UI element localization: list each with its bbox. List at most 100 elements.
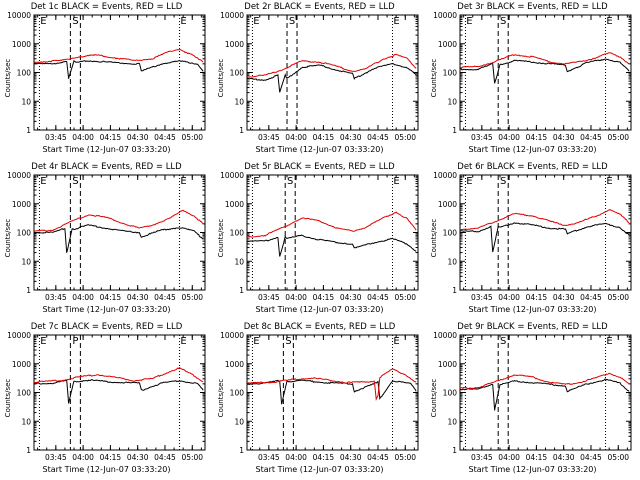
y-tick-label: 1 <box>452 126 457 135</box>
panel-title: Det 3r BLACK = Events, RED = LLD <box>457 2 608 12</box>
x-tick-label: 04:15 <box>100 453 122 462</box>
y-tick-label: 1000 <box>12 40 31 49</box>
x-tick-label: 04:30 <box>340 293 362 302</box>
y-tick-label: 10 <box>234 257 244 266</box>
x-tick-label: 04:30 <box>340 133 362 142</box>
panel-title: Det 2r BLACK = Events, RED = LLD <box>244 2 395 12</box>
panel-plot: 1 10 100 1000 10000 03:45 04:00 04:15 04:30 04:45… <box>433 11 632 142</box>
marker-label: E <box>253 176 259 187</box>
x-tick-label: 04:30 <box>553 293 575 302</box>
marker-label: E <box>40 336 46 347</box>
marker-label: E <box>606 336 612 347</box>
lld-series-line <box>459 52 630 69</box>
x-tick-label: 04:00 <box>285 133 307 142</box>
marker-label: E <box>253 16 259 27</box>
panel-title: Det 9r BLACK = Events, RED = LLD <box>457 322 608 332</box>
y-tick-label: 1 <box>26 286 31 295</box>
x-tick-label: 03:45 <box>45 293 67 302</box>
marker-label: S <box>285 336 291 347</box>
y-tick-label: 10000 <box>220 331 244 340</box>
x-tick-label: 04:45 <box>580 293 602 302</box>
y-tick-label: 1000 <box>225 200 244 209</box>
y-tick-label: 100 <box>230 69 245 78</box>
x-tick-label: 05:00 <box>607 293 629 302</box>
x-axis-label: Start Time (12-Jun-07 03:33:20) <box>42 305 171 314</box>
detector-panel: 1 10 100 1000 10000 03:45 04:00 04:15 04:30 04:45… <box>426 320 639 480</box>
x-tick-label: 04:45 <box>154 453 176 462</box>
x-tick-label: 04:00 <box>72 293 94 302</box>
events-series-line <box>246 234 417 257</box>
lld-series-line <box>34 366 204 384</box>
marker-label: S <box>289 16 295 27</box>
marker-label: E <box>606 176 612 187</box>
y-tick-label: 10000 <box>433 331 457 340</box>
detector-panel: 1 10 100 1000 10000 03:45 04:00 04:15 04:30 04:45… <box>0 320 213 480</box>
x-tick-label: 04:00 <box>72 453 94 462</box>
x-tick-label: 04:45 <box>367 133 389 142</box>
panel-plot: 1 10 100 1000 10000 03:45 04:00 04:15 04:30 04:45… <box>433 171 632 302</box>
marker-label: E <box>393 16 399 27</box>
panel-title: Det 4r BLACK = Events, RED = LLD <box>31 162 182 172</box>
x-axis-label: Start Time (12-Jun-07 03:33:20) <box>42 465 171 474</box>
x-tick-label: 04:30 <box>553 453 575 462</box>
marker-label: P <box>72 336 78 347</box>
x-tick-label: 03:45 <box>258 293 280 302</box>
x-axis-label: Start Time (12-Jun-07 03:33:20) <box>468 145 597 154</box>
panel-title: Det 7c BLACK = Events, RED = LLD <box>30 322 183 332</box>
y-tick-label: 100 <box>443 389 458 398</box>
x-tick-label: 05:00 <box>607 453 629 462</box>
x-tick-label: 04:45 <box>154 293 176 302</box>
marker-label: E <box>180 16 186 27</box>
lld-series-line <box>247 53 417 78</box>
y-axis-label: Counts/sec <box>217 218 225 258</box>
y-tick-label: 1 <box>239 126 244 135</box>
y-tick-label: 1000 <box>12 360 31 369</box>
y-tick-label: 1 <box>239 286 244 295</box>
events-series-line <box>459 222 630 253</box>
events-series-line <box>33 379 204 404</box>
detector-panel: 1 10 100 1000 10000 03:45 04:00 04:15 04:30 04:45… <box>426 0 639 160</box>
x-tick-label: 04:15 <box>526 293 548 302</box>
x-tick-label: 05:00 <box>394 453 416 462</box>
panel-title: Det 6r BLACK = Events, RED = LLD <box>457 162 608 172</box>
x-tick-label: 03:45 <box>45 133 67 142</box>
y-tick-label: 10000 <box>220 171 244 180</box>
panel-plot: 1 10 100 1000 10000 03:45 04:00 04:15 04:30 04:45… <box>7 331 206 462</box>
y-tick-label: 10000 <box>433 11 457 20</box>
marker-label: S <box>500 336 506 347</box>
x-tick-label: 04:00 <box>498 453 520 462</box>
detector-panel: 1 10 100 1000 10000 03:45 04:00 04:15 04:30 04:45… <box>0 160 213 320</box>
x-tick-label: 04:30 <box>127 293 149 302</box>
y-axis-label: Counts/sec <box>430 58 438 98</box>
x-tick-label: 04:30 <box>553 133 575 142</box>
y-tick-label: 1 <box>26 446 31 455</box>
x-axis-label: Start Time (12-Jun-07 03:33:20) <box>255 305 384 314</box>
y-tick-label: 100 <box>230 389 245 398</box>
y-tick-label: 10000 <box>220 11 244 20</box>
marker-label: S <box>500 176 506 187</box>
x-tick-label: 05:00 <box>394 133 416 142</box>
x-axis-label: Start Time (12-Jun-07 03:33:20) <box>255 145 384 154</box>
x-tick-label: 04:00 <box>285 453 307 462</box>
y-tick-label: 1 <box>239 446 244 455</box>
events-series-line <box>33 59 204 79</box>
panel-title: Det 8c BLACK = Events, RED = LLD <box>243 322 396 332</box>
marker-label: E <box>40 16 46 27</box>
y-tick-label: 10 <box>234 97 244 106</box>
marker-label: E <box>253 336 259 347</box>
x-tick-label: 04:45 <box>580 133 602 142</box>
x-tick-label: 04:45 <box>154 133 176 142</box>
y-tick-label: 1000 <box>12 200 31 209</box>
y-tick-label: 10000 <box>433 171 457 180</box>
events-series-line <box>246 379 417 405</box>
marker-label: S <box>72 176 78 187</box>
x-tick-label: 04:45 <box>367 453 389 462</box>
detector-panel: 1 10 100 1000 10000 03:45 04:00 04:15 04:30 04:45… <box>0 0 213 160</box>
panel-plot: 1 10 100 1000 10000 03:45 04:00 04:15 04:30 04:45… <box>7 171 206 302</box>
panel-title: Det 1c BLACK = Events, RED = LLD <box>30 2 183 12</box>
events-series-line <box>459 58 630 84</box>
y-axis-label: Counts/sec <box>4 378 12 418</box>
events-series-line <box>247 63 417 93</box>
y-tick-label: 1000 <box>438 40 457 49</box>
x-tick-label: 04:45 <box>367 293 389 302</box>
